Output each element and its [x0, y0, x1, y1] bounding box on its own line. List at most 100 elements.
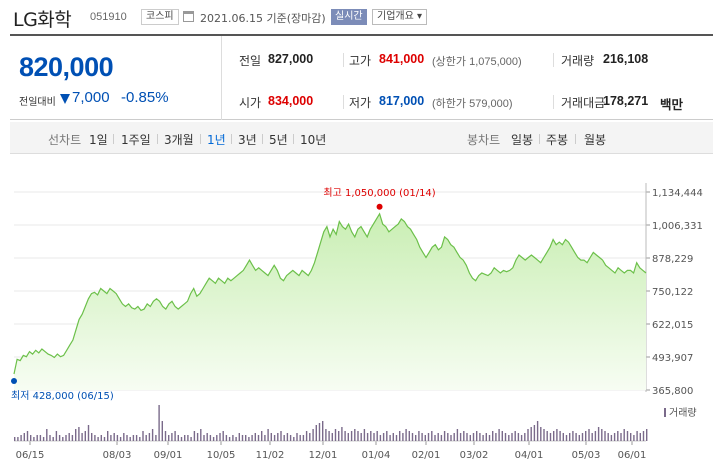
- volume-bar: [26, 431, 29, 441]
- volume-bar: [20, 435, 22, 441]
- range-1w[interactable]: 1주일: [121, 133, 151, 147]
- volume-bar: [610, 435, 613, 441]
- divider: [113, 134, 114, 144]
- upper-limit: (상한가 1,075,000): [432, 56, 522, 68]
- volume-bar: [543, 429, 545, 441]
- volume-bar: [161, 421, 163, 441]
- candle-monthly[interactable]: 월봉: [584, 133, 607, 147]
- volume-bar: [338, 431, 340, 441]
- volume-bar: [100, 435, 102, 441]
- divider: [553, 53, 554, 67]
- volume-bar: [193, 431, 196, 441]
- volume-bar: [350, 431, 353, 441]
- volume-bar: [30, 435, 32, 441]
- volume-bar: [113, 433, 115, 441]
- volume-legend-label: 거래량: [669, 407, 697, 419]
- volume-bar: [103, 437, 106, 441]
- range-1d[interactable]: 1일: [89, 133, 108, 147]
- volume-bar: [495, 433, 497, 441]
- x-tick-label: 10/05: [207, 450, 236, 461]
- max-point: [376, 203, 383, 210]
- range-3y[interactable]: 3년: [238, 133, 257, 147]
- volume-bar: [78, 427, 80, 441]
- stock-header: LG화학 051910 코스피 2021.06.15 기준(장마감) 실시간 기…: [0, 0, 713, 34]
- volume-bar: [232, 435, 234, 441]
- volume-bar: [421, 433, 423, 441]
- volume-bar: [450, 435, 452, 441]
- volume-bar: [148, 433, 151, 441]
- range-10y[interactable]: 10년: [300, 133, 327, 147]
- open-label: 시가: [239, 96, 262, 110]
- y-tick-label: 493,907: [652, 353, 693, 364]
- divider: [262, 134, 263, 144]
- y-tick-label: 1,134,444: [652, 188, 703, 199]
- volume-bar: [273, 435, 276, 441]
- volume-bar: [110, 435, 112, 441]
- realtime-button[interactable]: 실시간: [331, 9, 367, 25]
- volume-bar: [328, 431, 330, 441]
- price-line: [13, 212, 647, 375]
- range-5y[interactable]: 5년: [269, 133, 288, 147]
- volume-bar: [264, 435, 266, 441]
- volume-bar: [379, 435, 382, 441]
- volume-bar: [578, 435, 580, 441]
- divider: [200, 134, 201, 144]
- y-tick-label: 365,800: [652, 386, 693, 397]
- volume-bar: [318, 423, 321, 441]
- volume-bar: [395, 435, 398, 441]
- volume-bar: [155, 435, 157, 441]
- volume-bar: [139, 437, 141, 441]
- volume-bar: [546, 431, 548, 441]
- volume-bar: [58, 435, 61, 441]
- volume-bar: [553, 431, 555, 441]
- volume-bar: [180, 437, 183, 441]
- volume-bar: [145, 435, 147, 441]
- volume-bar: [174, 431, 176, 441]
- x-tick-label: 08/03: [103, 450, 132, 461]
- volume-bar: [620, 433, 622, 441]
- volume-bar: [533, 425, 536, 441]
- volume-bar: [62, 437, 64, 441]
- volume-bar: [52, 437, 54, 441]
- volume-bar: [613, 433, 616, 441]
- volume-bar: [296, 433, 298, 441]
- volume-bar: [119, 437, 122, 441]
- x-tick-label: 06/01: [618, 450, 647, 461]
- divider: [231, 134, 232, 144]
- volume-bar: [280, 431, 282, 441]
- volume-bar: [55, 431, 58, 441]
- price-chart[interactable]: 1,134,444 1,006,331 878,229 750,122 622,015 4…: [0, 155, 713, 469]
- volume-bar: [363, 429, 366, 441]
- date-text: 2021.06.15 기준(장마감): [200, 12, 326, 25]
- volume-bar: [158, 405, 160, 441]
- divider: [343, 53, 344, 67]
- volume-bar: [646, 429, 648, 441]
- volume-bar: [399, 431, 401, 441]
- volume-bar: [116, 435, 119, 441]
- volume-bar: [382, 433, 385, 441]
- candle-chart-label: 봉차트: [467, 133, 501, 147]
- volume-bar: [203, 435, 205, 441]
- price-chart-svg: 1,134,444 1,006,331 878,229 750,122 622,015 4…: [11, 183, 703, 461]
- volume-bar: [447, 433, 449, 441]
- high-label: 고가: [349, 54, 372, 68]
- low-value: 817,000: [379, 94, 425, 108]
- volume-bar: [129, 437, 131, 441]
- company-overview-button[interactable]: 기업개요 ▾: [372, 9, 427, 25]
- volume-bar: [245, 435, 247, 441]
- volume-bar: [405, 429, 407, 441]
- volume-bar: [476, 431, 478, 441]
- volume-bar: [33, 437, 35, 441]
- volume-bar: [219, 433, 221, 441]
- volume-bar: [357, 431, 359, 441]
- volume-bar: [504, 433, 507, 441]
- candle-daily[interactable]: 일봉: [511, 133, 534, 147]
- volume-bar: [286, 433, 289, 441]
- x-tick-label: 12/01: [309, 450, 338, 461]
- range-1y[interactable]: 1년: [207, 133, 226, 147]
- candle-weekly[interactable]: 주봉: [546, 133, 569, 147]
- range-3m[interactable]: 3개월: [164, 133, 194, 147]
- market-badge: 코스피: [141, 9, 179, 25]
- volume-bar: [524, 433, 526, 441]
- volume-bar: [302, 435, 305, 441]
